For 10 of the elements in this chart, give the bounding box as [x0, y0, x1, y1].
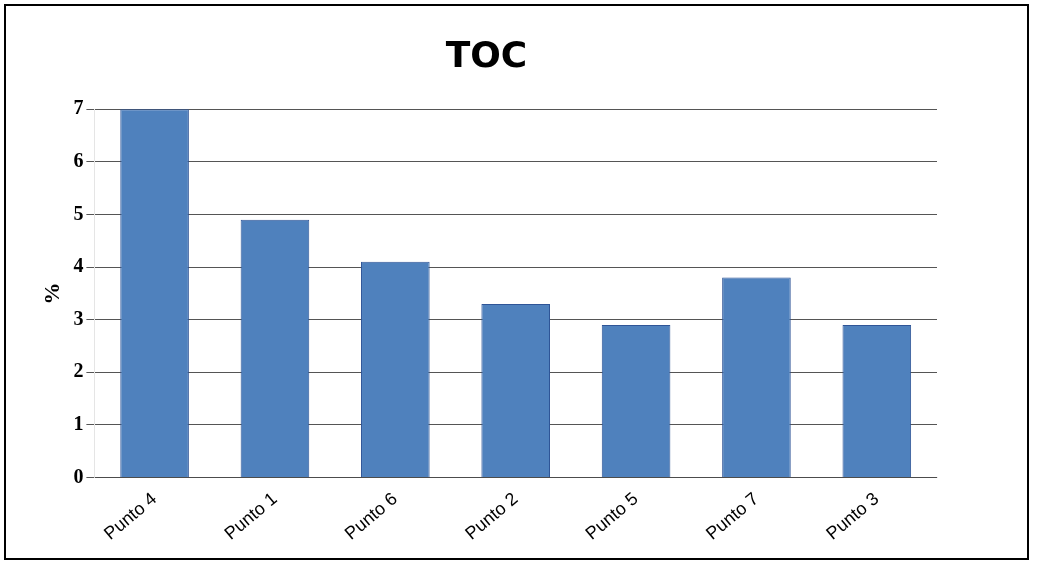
chart-title: TOC	[445, 33, 528, 75]
y-tick-label: 2	[73, 359, 84, 382]
y-tick-label: 7	[73, 96, 84, 119]
y-tick-label: 3	[73, 306, 84, 329]
y-tick-label: 0	[73, 464, 84, 487]
y-tick-label: 4	[73, 254, 84, 277]
y-tick-label: 6	[73, 149, 84, 171]
y-tick-label: 5	[73, 201, 84, 224]
y-axis-title: %	[38, 282, 64, 305]
y-tick-label: 1	[73, 412, 84, 435]
